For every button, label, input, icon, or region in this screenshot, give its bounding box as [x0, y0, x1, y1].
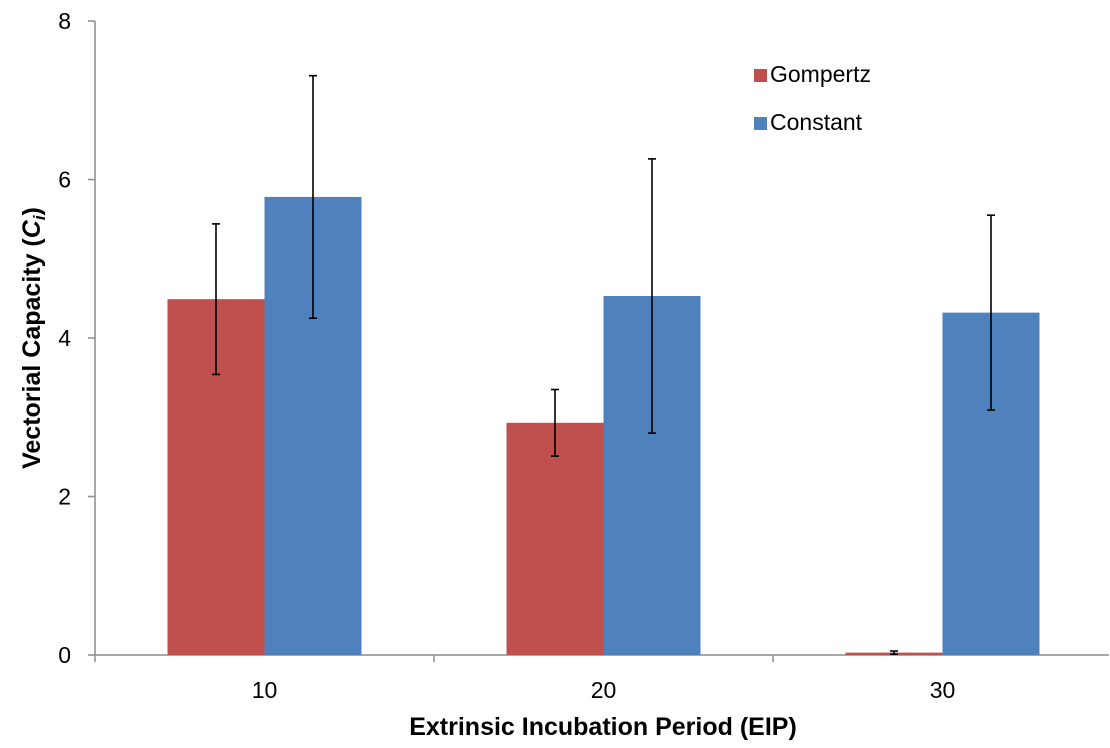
y-tick-label: 8	[58, 8, 71, 34]
legend-label-constant: Constant	[770, 109, 863, 135]
x-tick-label: 10	[252, 677, 278, 703]
x-axis-title: Extrinsic Incubation Period (EIP)	[409, 713, 797, 741]
y-axis-title: Vectorial Capacity (Ci)	[18, 207, 49, 469]
y-tick-label: 0	[58, 642, 71, 668]
legend: Gompertz Constant	[754, 61, 871, 135]
bar-gompertz	[506, 422, 604, 655]
bars	[167, 196, 1040, 655]
y-tick-label: 4	[58, 325, 71, 351]
legend-label-gompertz: Gompertz	[770, 61, 871, 87]
y-tick-label: 6	[58, 167, 71, 193]
y-ticks: 0 2 4 6 8	[58, 8, 95, 668]
legend-swatch-constant	[754, 117, 767, 130]
y-tick-label: 2	[58, 484, 71, 510]
legend-swatch-gompertz	[754, 69, 767, 82]
x-ticks: 10 20 30	[94, 655, 956, 703]
y-axis-title-symbol: C	[18, 219, 46, 238]
error-bars	[212, 74, 995, 656]
y-axis-title-subscript: i	[30, 214, 49, 220]
x-tick-label: 30	[930, 677, 956, 703]
y-axis-title-close: )	[18, 207, 46, 215]
y-axis-title-main: Vectorial Capacity (	[18, 238, 46, 469]
x-tick-label: 20	[591, 677, 617, 703]
